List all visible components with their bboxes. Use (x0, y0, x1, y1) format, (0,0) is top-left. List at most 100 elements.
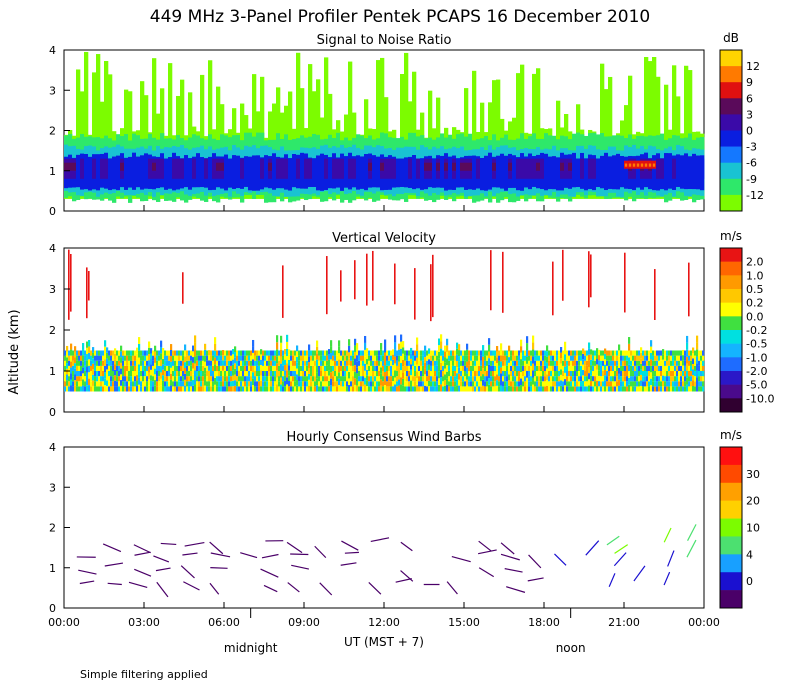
vv-cell (272, 381, 275, 387)
vv-cell (620, 381, 623, 387)
vv-cell (596, 369, 599, 376)
vv-cell (184, 379, 187, 386)
vv-cell (88, 372, 91, 379)
vv-cell (104, 353, 107, 360)
vv-cell (428, 353, 431, 360)
vv-cell (306, 350, 309, 356)
vv-cell (560, 363, 563, 370)
vv-cell (238, 355, 241, 361)
vv-cell (548, 386, 551, 392)
vv-cell (376, 365, 379, 371)
vv-cell (122, 381, 125, 387)
vv-cell (522, 376, 525, 382)
vv-cell (84, 386, 87, 392)
vv-cell (588, 373, 591, 380)
snr-cell (104, 61, 109, 199)
vv-cell (560, 347, 563, 353)
vv-cell (404, 386, 407, 392)
vv-cell (562, 350, 565, 356)
vv-cell (666, 355, 669, 361)
vv-cell (462, 371, 465, 377)
vv-cell (594, 376, 597, 382)
snr-cell (196, 158, 201, 179)
vv-cell (364, 370, 367, 378)
vv-cell (176, 381, 179, 387)
vv-cell (322, 376, 325, 382)
vv-cell (678, 350, 681, 356)
footnote: Simple filtering applied (80, 668, 208, 681)
vv-cell (500, 349, 503, 356)
vv-cell (536, 355, 539, 361)
vv-cell (276, 384, 279, 392)
vv-cell (86, 366, 89, 373)
vv-cell (582, 380, 585, 387)
snr-cell (508, 162, 513, 171)
vv-cell (190, 350, 193, 356)
vv-cell (548, 355, 551, 361)
vv-cell (246, 355, 249, 361)
vv-cell (696, 356, 699, 364)
vv-cell (404, 376, 407, 382)
vv-cell (238, 376, 241, 382)
wind-barb (400, 541, 413, 552)
vv-cell (208, 360, 211, 366)
vv-cell (622, 371, 625, 377)
vv-cell (204, 355, 207, 362)
vv-cell (684, 360, 687, 366)
vv-cell (532, 356, 535, 364)
vv-cell (286, 363, 289, 371)
vv-cell (502, 376, 505, 382)
vv-cell (536, 360, 539, 366)
vv-cell (176, 350, 179, 356)
wind-barb (663, 527, 672, 543)
vv-cell (472, 386, 475, 392)
vv-cell (422, 365, 425, 371)
vv-cell (86, 385, 89, 392)
vv-cell (604, 359, 607, 365)
vv-cell (316, 353, 319, 360)
vv-cell (236, 371, 239, 377)
vv-cell (98, 381, 101, 387)
vv-cell (242, 381, 245, 387)
vv-cell (420, 381, 423, 387)
vv-cell (504, 360, 507, 366)
vv-cell (456, 373, 459, 380)
vv-cell (146, 350, 149, 356)
vv-cell (374, 386, 377, 392)
vv-cell (360, 381, 363, 387)
vv-cell (336, 365, 339, 371)
vv-cell (558, 350, 561, 356)
vv-cell (642, 350, 645, 356)
snr-cell (476, 158, 481, 179)
vv-cell (136, 353, 139, 359)
vv-cell (252, 359, 255, 366)
vv-cell (558, 355, 561, 361)
vv-cell (542, 355, 545, 361)
vv-cell (638, 365, 641, 371)
snr-cell (612, 158, 617, 179)
vv-cell (240, 365, 243, 371)
vv-cell (670, 350, 673, 356)
snr-cell (180, 158, 185, 179)
vv-cell (666, 376, 669, 382)
vv-cell (136, 347, 139, 354)
vv-cell (400, 384, 403, 392)
vv-cell (590, 359, 593, 366)
vv-cell (416, 337, 419, 345)
vv-cell (692, 347, 695, 354)
vv-cell (634, 355, 637, 361)
vv-cell (372, 386, 375, 392)
vv-cell (490, 376, 493, 382)
vv-cell (164, 371, 167, 377)
vv-cell (304, 386, 307, 392)
vv-cell (544, 355, 547, 361)
vv-cell (610, 386, 613, 392)
vv-cell (538, 386, 541, 392)
vv-cell (368, 350, 371, 356)
vv-cell (374, 371, 377, 377)
vv-cell (138, 350, 141, 358)
snr-cell (148, 158, 153, 179)
vv-cell (424, 368, 427, 375)
vv-cell (494, 381, 497, 387)
vv-cell (308, 350, 311, 357)
